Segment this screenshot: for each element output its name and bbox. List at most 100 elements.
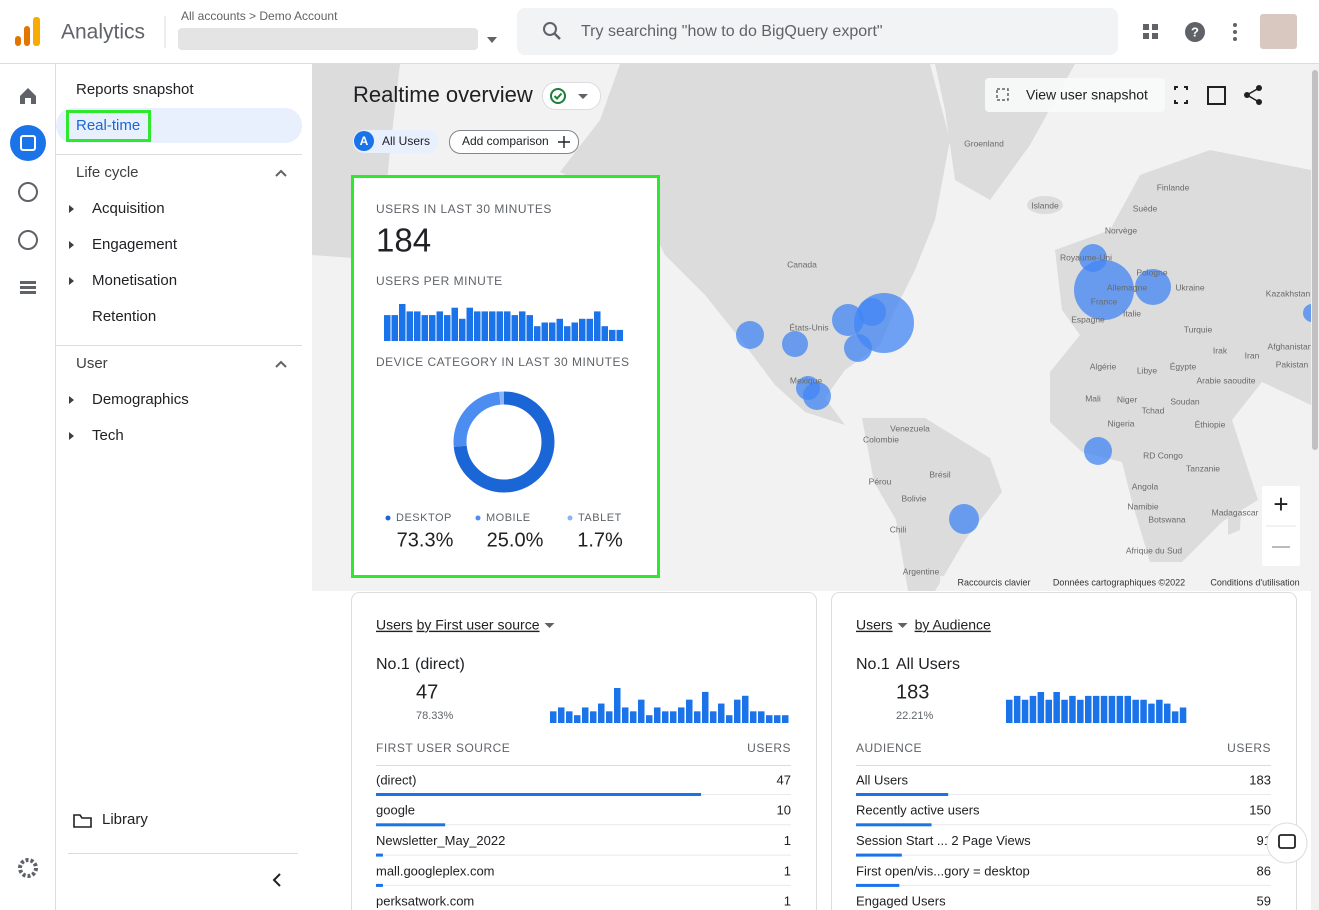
expand-arrow[interactable] bbox=[69, 432, 74, 440]
property-name-blurred[interactable] bbox=[178, 28, 478, 50]
trend-bar bbox=[556, 318, 563, 341]
map-footer-link[interactable]: Données cartographiques ©2022 bbox=[1053, 577, 1185, 587]
card-metric[interactable]: Users bbox=[856, 617, 893, 633]
expand-arrow[interactable] bbox=[69, 396, 74, 404]
expand-arrow[interactable] bbox=[69, 205, 74, 213]
trend-bar bbox=[614, 688, 621, 723]
row-name[interactable]: Engaged Users bbox=[856, 894, 946, 909]
row-bar bbox=[856, 823, 932, 827]
nav-item[interactable]: Demographics bbox=[92, 391, 189, 408]
card-dimension[interactable]: by First user source bbox=[417, 617, 540, 633]
nav-item[interactable]: Retention bbox=[92, 308, 156, 325]
nav-section-title[interactable]: User bbox=[76, 355, 108, 372]
trend-bar bbox=[489, 311, 496, 341]
trend-bar bbox=[630, 711, 637, 723]
nav-selected[interactable] bbox=[56, 108, 302, 143]
row-name[interactable]: Recently active users bbox=[856, 803, 980, 818]
collapse-icon[interactable] bbox=[272, 873, 281, 887]
scrollbar bbox=[1311, 64, 1319, 910]
row-name[interactable]: (direct) bbox=[376, 772, 416, 787]
dropdown-arrow[interactable] bbox=[544, 623, 555, 628]
trend-bar bbox=[710, 711, 717, 723]
map-footer-bg bbox=[940, 576, 1311, 591]
bubble[interactable] bbox=[858, 298, 886, 326]
home-icon[interactable] bbox=[20, 88, 36, 104]
map-label: Islande bbox=[1031, 200, 1059, 210]
bubble[interactable] bbox=[949, 504, 979, 534]
feedback-button[interactable] bbox=[1266, 822, 1308, 864]
segment-chip[interactable] bbox=[353, 130, 438, 153]
map-label: Suède bbox=[1133, 203, 1158, 213]
avatar[interactable] bbox=[1260, 14, 1297, 49]
add-comparison[interactable] bbox=[449, 130, 579, 154]
bubble[interactable] bbox=[1135, 269, 1171, 305]
expand-arrow[interactable] bbox=[69, 241, 74, 249]
dropdown-arrow[interactable] bbox=[897, 623, 908, 628]
customize-icon[interactable] bbox=[1207, 86, 1226, 105]
trend-bars bbox=[550, 688, 789, 723]
more-icon[interactable] bbox=[1233, 23, 1237, 41]
configure-icon[interactable] bbox=[20, 281, 36, 294]
nav-item[interactable]: Monetisation bbox=[92, 272, 177, 289]
trend-bar bbox=[766, 715, 773, 723]
bubble[interactable] bbox=[782, 331, 808, 357]
card-metric[interactable]: Users bbox=[376, 617, 413, 633]
row-value: 10 bbox=[777, 803, 791, 818]
map-label: Botswana bbox=[1148, 514, 1186, 524]
bubble[interactable] bbox=[1074, 260, 1134, 320]
collapse-caret[interactable] bbox=[275, 169, 287, 177]
search-box[interactable] bbox=[517, 8, 1118, 55]
help-icon[interactable] bbox=[1185, 22, 1205, 42]
segment-badge bbox=[354, 131, 374, 151]
bubble[interactable] bbox=[1084, 437, 1112, 465]
nav-section-title[interactable]: Life cycle bbox=[76, 164, 139, 181]
nav-item[interactable]: Acquisition bbox=[92, 200, 165, 217]
settings-icon[interactable] bbox=[18, 858, 38, 878]
collapse-caret[interactable] bbox=[275, 360, 287, 368]
trend-bar bbox=[1053, 692, 1060, 723]
card-dimension[interactable]: by Audience bbox=[915, 617, 991, 633]
map-label: Afghanistan bbox=[1268, 341, 1313, 351]
map-label: Irak bbox=[1213, 345, 1228, 355]
nav-item[interactable]: Reports snapshot bbox=[76, 81, 194, 98]
advertising-icon[interactable] bbox=[18, 230, 38, 250]
fullscreen-icon[interactable] bbox=[1174, 86, 1188, 104]
row-name[interactable]: google bbox=[376, 803, 415, 818]
trend-bar bbox=[1140, 699, 1147, 723]
expand-arrow[interactable] bbox=[69, 277, 74, 285]
nav-panel bbox=[56, 64, 312, 910]
trend-bar bbox=[1029, 695, 1037, 723]
view-user-snapshot[interactable] bbox=[985, 78, 1165, 112]
apps-icon[interactable] bbox=[1143, 24, 1158, 39]
breadcrumb[interactable]: All accounts > Demo Account bbox=[181, 9, 338, 23]
trend-bar bbox=[582, 707, 589, 723]
zoom-in[interactable]: + bbox=[1273, 489, 1288, 519]
trend-bar bbox=[726, 715, 733, 723]
row-value: 86 bbox=[1257, 863, 1271, 878]
map-footer-link[interactable]: Raccourcis clavier bbox=[957, 577, 1030, 587]
explore-icon[interactable] bbox=[18, 182, 38, 202]
row-name[interactable]: All Users bbox=[856, 772, 909, 787]
nav-item[interactable]: Real-time bbox=[76, 117, 140, 134]
nav-item[interactable]: Tech bbox=[92, 427, 124, 444]
dropdown-arrow[interactable] bbox=[487, 37, 497, 43]
row-name[interactable]: mall.googleplex.com bbox=[376, 863, 495, 878]
rank: No.1 bbox=[376, 656, 410, 673]
nav-item[interactable]: Engagement bbox=[92, 236, 178, 253]
row-name[interactable]: perksatwork.com bbox=[376, 894, 474, 909]
trend-bar bbox=[1061, 699, 1068, 723]
row-name[interactable]: Newsletter_May_2022 bbox=[376, 833, 505, 848]
column-header: USERS bbox=[747, 741, 791, 755]
bubble[interactable] bbox=[844, 334, 872, 362]
map-footer-link[interactable]: Conditions d'utilisation bbox=[1210, 577, 1299, 587]
bubble[interactable] bbox=[736, 321, 764, 349]
check-icon bbox=[553, 92, 563, 100]
row-name[interactable]: Session Start ... 2 Page Views bbox=[856, 833, 1031, 848]
bubble[interactable] bbox=[803, 382, 831, 410]
row-name[interactable]: First open/vis...gory = desktop bbox=[856, 863, 1030, 878]
nav-item[interactable]: Library bbox=[102, 811, 148, 828]
scrollbar-thumb[interactable] bbox=[1312, 70, 1318, 450]
bubble[interactable] bbox=[1303, 304, 1319, 322]
reports-icon[interactable] bbox=[10, 125, 46, 161]
trend-bar bbox=[550, 711, 557, 723]
